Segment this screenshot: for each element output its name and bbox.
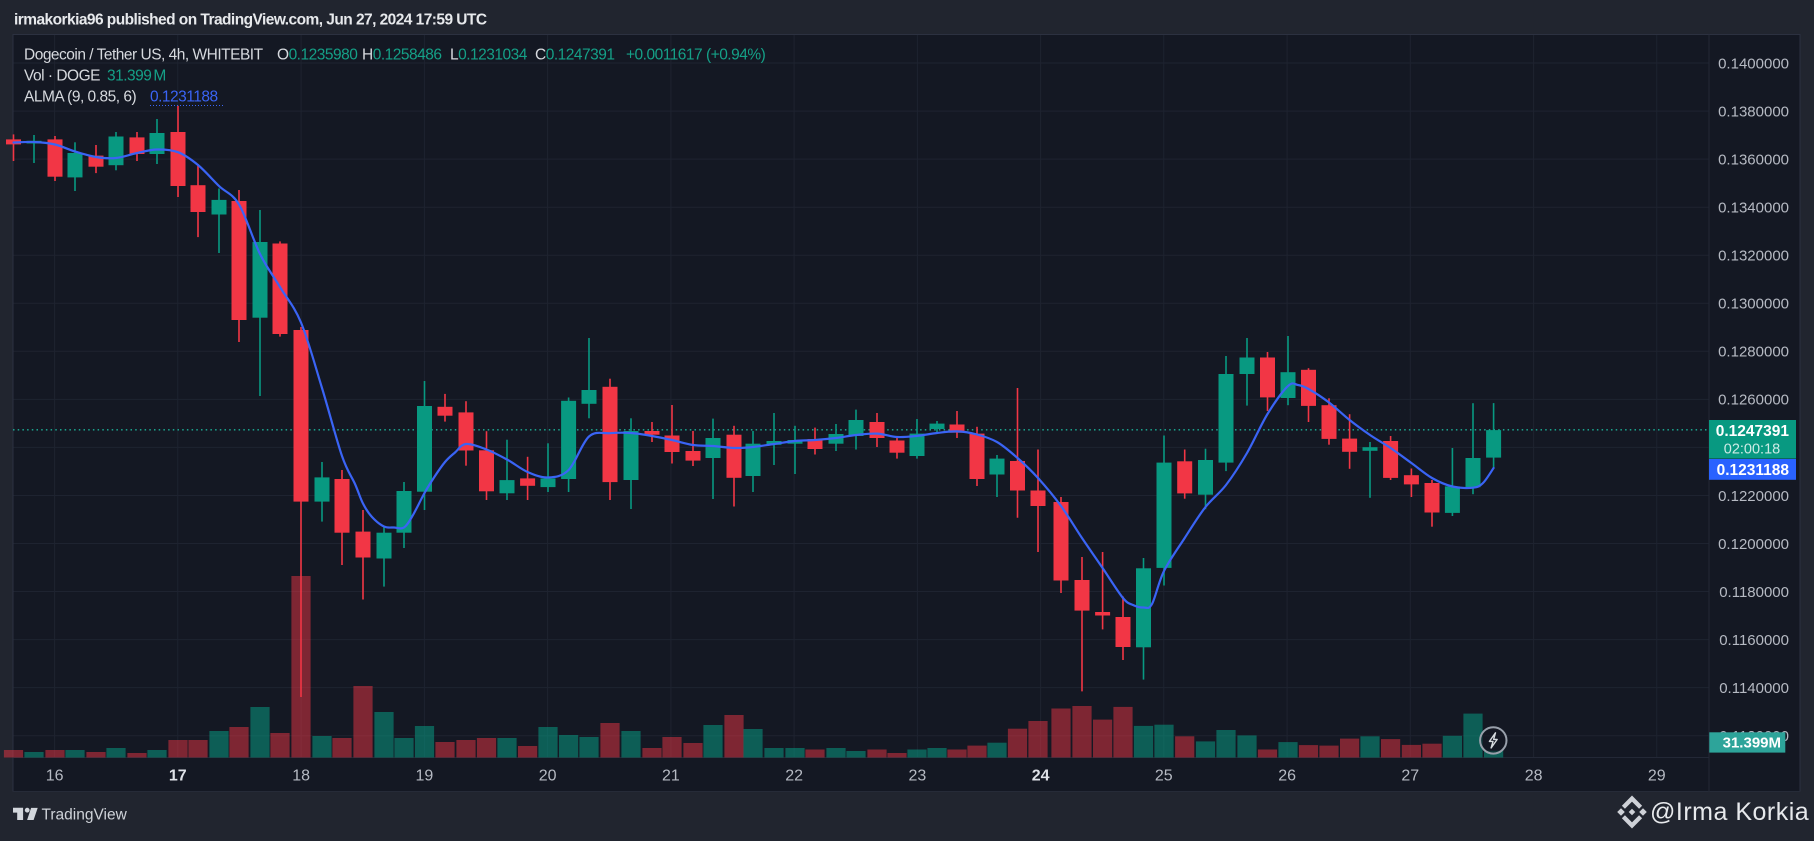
svg-text:0.1340000: 0.1340000 [1718, 200, 1789, 217]
svg-text:29: 29 [1648, 768, 1666, 785]
svg-text:0.1231188: 0.1231188 [150, 89, 218, 106]
svg-text:irmakorkia96 published on Trad: irmakorkia96 published on TradingView.co… [14, 12, 487, 29]
svg-text:0.1140000: 0.1140000 [1719, 680, 1789, 697]
svg-text:0.1320000: 0.1320000 [1718, 248, 1789, 265]
svg-text:31.399M: 31.399M [1723, 735, 1781, 752]
svg-text:Dogecoin / Tether US, 4h, WHIT: Dogecoin / Tether US, 4h, WHITEBIT [24, 47, 264, 64]
svg-text:21: 21 [662, 768, 680, 785]
svg-text:0.1231188: 0.1231188 [1717, 462, 1790, 479]
svg-text:24: 24 [1032, 768, 1050, 785]
svg-text:23: 23 [909, 768, 927, 785]
svg-text:@Irma Korkia: @Irma Korkia [1650, 798, 1809, 826]
svg-text:0.1280000: 0.1280000 [1718, 344, 1789, 361]
svg-text:27: 27 [1401, 768, 1419, 785]
svg-text:0.1180000: 0.1180000 [1719, 584, 1789, 601]
svg-text:0.1260000: 0.1260000 [1718, 392, 1789, 409]
svg-text:0.1220000: 0.1220000 [1718, 488, 1789, 505]
svg-text:02:00:18: 02:00:18 [1724, 442, 1780, 458]
svg-text:Vol · DOGE: Vol · DOGE [24, 68, 100, 85]
svg-text:17: 17 [169, 768, 187, 785]
svg-text:ALMA (9, 0.85, 6): ALMA (9, 0.85, 6) [24, 89, 136, 106]
svg-text:20: 20 [539, 768, 557, 785]
svg-text:0.1200000: 0.1200000 [1718, 536, 1789, 553]
svg-text:TradingView: TradingView [42, 807, 128, 824]
svg-text:22: 22 [785, 768, 803, 785]
svg-text:25: 25 [1155, 768, 1173, 785]
svg-text:0.1160000: 0.1160000 [1719, 632, 1789, 649]
svg-text:0.1400000: 0.1400000 [1718, 55, 1789, 72]
svg-text:18: 18 [292, 768, 310, 785]
svg-text:O0.1235980: O0.1235980 [277, 47, 358, 64]
svg-text:L0.1231034: L0.1231034 [450, 47, 528, 64]
svg-text:16: 16 [46, 768, 64, 785]
svg-text:26: 26 [1278, 768, 1296, 785]
svg-text:+0.0011617 (+0.94%): +0.0011617 (+0.94%) [626, 47, 766, 64]
svg-text:0.1360000: 0.1360000 [1718, 151, 1789, 168]
svg-text:0.1247391: 0.1247391 [1716, 423, 1790, 440]
svg-text:0.1380000: 0.1380000 [1718, 103, 1789, 120]
svg-text:H0.1258486: H0.1258486 [362, 47, 441, 64]
svg-text:C0.1247391: C0.1247391 [535, 47, 614, 64]
svg-text:28: 28 [1525, 768, 1543, 785]
svg-text:0.1300000: 0.1300000 [1718, 296, 1789, 313]
svg-text:31.399M: 31.399M [107, 68, 166, 85]
svg-text:19: 19 [416, 768, 434, 785]
